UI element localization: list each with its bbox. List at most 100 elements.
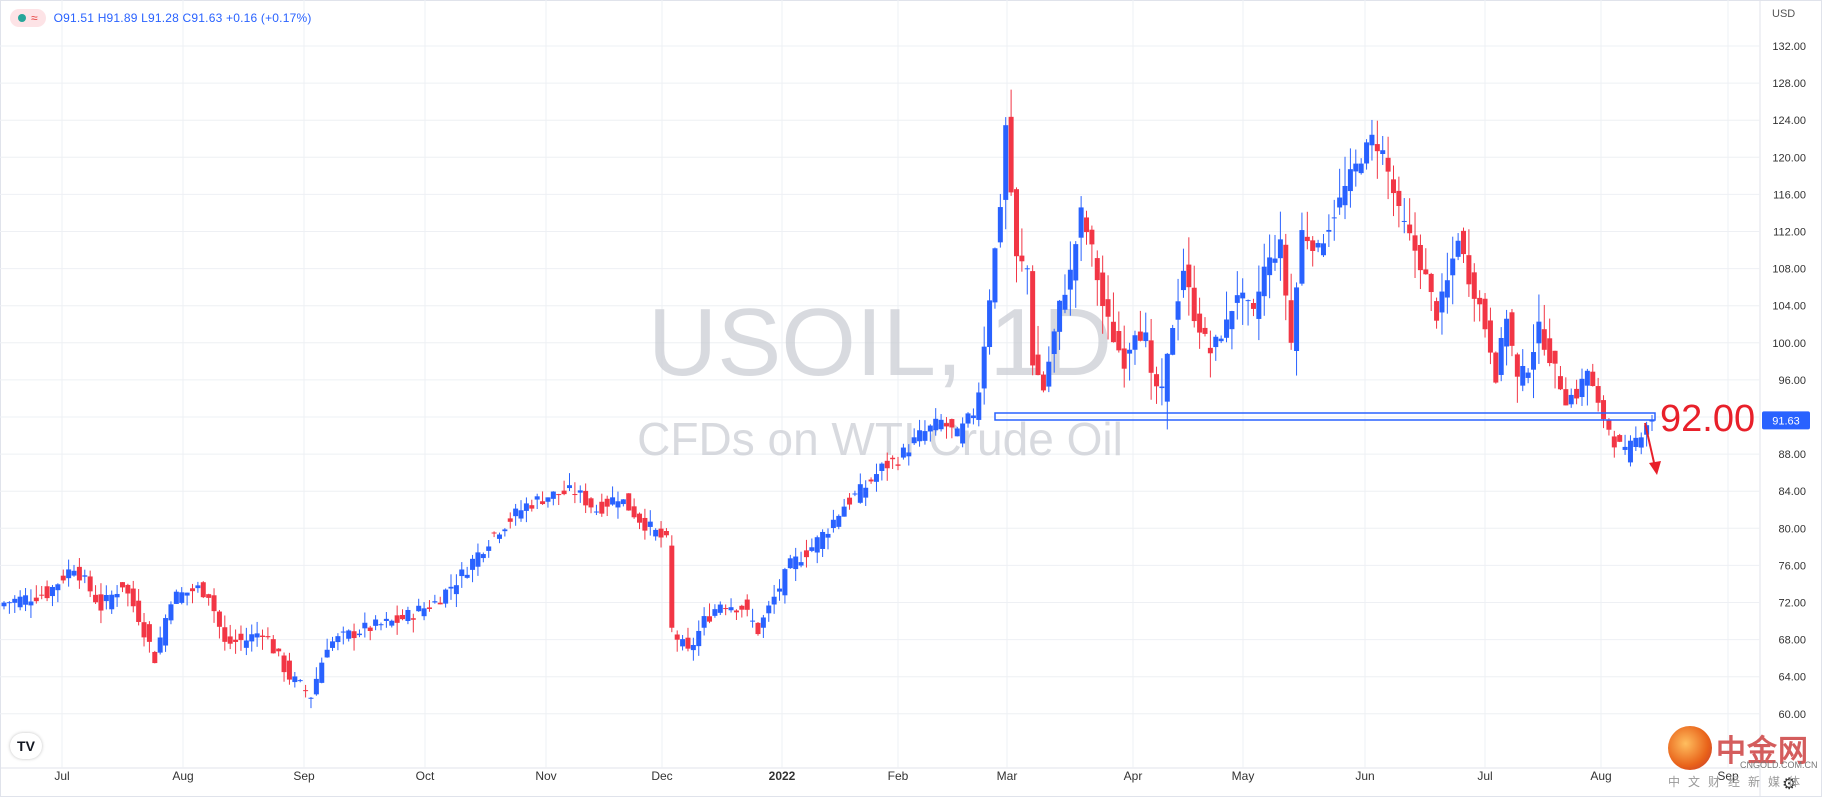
candle-body <box>28 601 34 606</box>
candle-body <box>593 511 599 513</box>
candle-body <box>324 649 330 658</box>
candle-body <box>782 569 788 596</box>
candle-body <box>987 300 993 348</box>
candle-body <box>1450 258 1456 276</box>
down-arrow-icon <box>1644 422 1656 468</box>
candle-body <box>44 586 50 599</box>
candle-body <box>825 533 831 538</box>
candle-body <box>383 618 389 621</box>
candle-body <box>1256 291 1262 319</box>
candle-body <box>1638 437 1644 448</box>
candle-body <box>367 627 373 631</box>
currency-selector[interactable]: USD <box>1772 8 1796 20</box>
y-tick-label: 88.00 <box>1778 449 1806 461</box>
candle-body <box>1110 321 1116 343</box>
candle-body <box>583 490 589 506</box>
candle-body <box>443 589 449 604</box>
candle-body <box>1434 301 1440 321</box>
candle-body <box>518 510 524 519</box>
candle-body <box>766 605 772 614</box>
y-tick-label: 104.00 <box>1772 301 1806 313</box>
candle-body <box>723 608 729 610</box>
candle-body <box>1148 340 1154 373</box>
candle-body <box>933 418 939 431</box>
y-tick-label: 132.00 <box>1772 41 1806 53</box>
candles <box>1 89 1655 709</box>
candle-body <box>550 491 556 499</box>
candle-body <box>1100 272 1106 307</box>
candle-body <box>1191 287 1197 322</box>
y-tick-label: 112.00 <box>1773 227 1806 239</box>
x-tick-label: Sep <box>293 769 315 783</box>
candle-body <box>1331 217 1337 219</box>
candle-body <box>1498 337 1504 375</box>
y-tick-label: 116.00 <box>1773 189 1806 201</box>
candle-body <box>836 515 842 527</box>
tradingview-logo-icon[interactable]: TV <box>10 733 42 759</box>
candle-body <box>17 596 23 608</box>
candle-body <box>1267 257 1273 276</box>
y-tick-label: 76.00 <box>1778 560 1806 572</box>
candle-body <box>66 569 72 579</box>
y-tick-label: 68.00 <box>1778 635 1806 647</box>
candle-body <box>1127 349 1133 354</box>
candle-body <box>540 501 546 505</box>
indicator-badge[interactable]: ≈ <box>10 9 46 27</box>
candle-body <box>1385 157 1391 172</box>
candle-body <box>238 633 244 641</box>
x-tick-label: May <box>1232 769 1255 783</box>
candle-body <box>394 615 400 623</box>
candle-body <box>130 588 136 607</box>
candle-body <box>868 479 874 482</box>
candle-body <box>1369 134 1375 146</box>
candle-body <box>346 630 352 639</box>
candle-body <box>1094 258 1100 281</box>
candle-body <box>211 595 217 612</box>
candle-body <box>1606 419 1612 430</box>
candle-body <box>136 600 142 622</box>
candle-body <box>1525 372 1531 378</box>
y-tick-label: 60.00 <box>1778 709 1806 721</box>
candle-body <box>55 584 61 591</box>
candle-body <box>233 639 239 642</box>
candle-body <box>189 588 195 592</box>
candle-body <box>690 644 696 651</box>
candle-body <box>1073 244 1079 281</box>
candle-body <box>1407 224 1413 234</box>
candle-body <box>626 493 632 511</box>
last-price-tag <box>1762 411 1810 430</box>
x-tick-label: Apr <box>1124 769 1143 783</box>
candle-body <box>1283 244 1289 296</box>
candle-body <box>1207 347 1213 354</box>
y-tick-label: 100.00 <box>1772 338 1806 350</box>
candle-body <box>938 419 944 430</box>
settings-gear-icon[interactable]: ⚙ <box>1782 776 1797 793</box>
candle-body <box>798 562 804 566</box>
candle-body <box>1444 280 1450 298</box>
candle-body <box>362 622 368 629</box>
candle-body <box>1105 299 1111 317</box>
candle-body <box>448 586 454 589</box>
candle-body <box>1116 331 1122 351</box>
candle-body <box>6 602 12 604</box>
candle-body <box>556 494 562 496</box>
candle-body <box>1471 272 1477 299</box>
candle-body <box>146 624 152 642</box>
candle-body <box>308 697 314 699</box>
candle-body <box>200 582 206 598</box>
candle-body <box>992 248 998 303</box>
candle-body <box>1234 295 1240 303</box>
candle-body <box>1477 297 1483 305</box>
candle-body <box>1326 229 1332 232</box>
candle-body <box>814 537 820 553</box>
candle-body <box>900 447 906 458</box>
candle-body <box>60 575 66 581</box>
candle-body <box>1245 300 1251 302</box>
x-tick-label: Feb <box>888 769 909 783</box>
support-level-line <box>994 412 1656 421</box>
candle-body <box>453 585 459 595</box>
candle-body <box>400 614 406 620</box>
candle-body <box>653 529 659 537</box>
